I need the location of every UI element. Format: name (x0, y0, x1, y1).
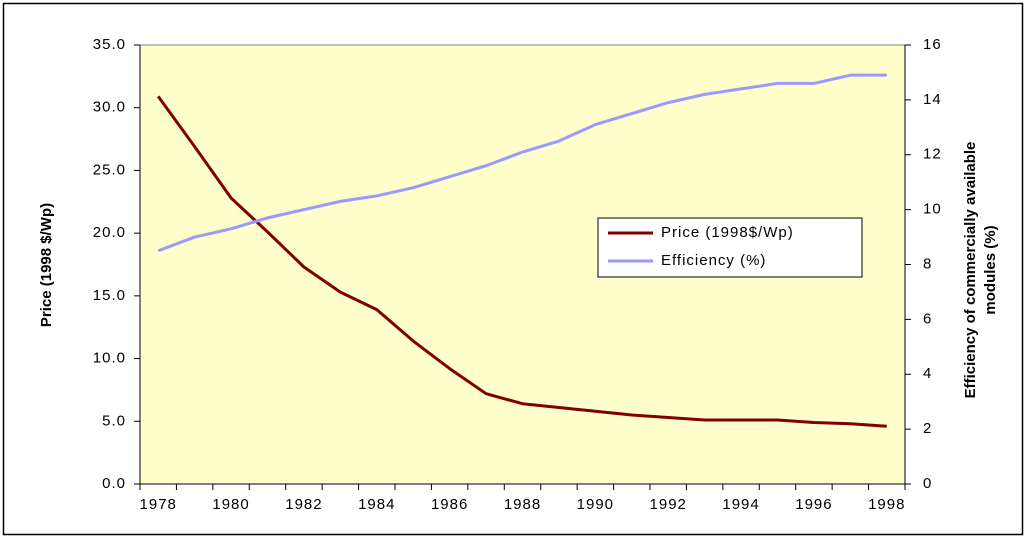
y2-axis-label: Efficiency of commercially available (962, 142, 979, 399)
y2-tick-label: 0 (923, 475, 932, 492)
y2-tick-label: 2 (923, 420, 932, 437)
y2-tick-label: 16 (923, 36, 942, 53)
y2-axis-label: modules (%) (982, 225, 999, 314)
y-tick-label: 15.0 (93, 287, 126, 304)
series-line (157, 73, 887, 253)
x-tick-label: 1988 (504, 496, 541, 513)
legend-label: Price (1998$/Wp) (661, 224, 794, 241)
y2-tick-label: 8 (923, 255, 932, 272)
x-tick-label: 1980 (212, 496, 249, 513)
y2-tick-label: 10 (923, 201, 942, 218)
x-tick-label: 1984 (358, 496, 395, 513)
x-tick-label: 1998 (868, 496, 905, 513)
x-tick-label: 1982 (285, 496, 322, 513)
y-tick-label: 10.0 (93, 350, 126, 367)
y-tick-label: 20.0 (93, 224, 126, 241)
y-tick-label: 0.0 (102, 475, 126, 492)
x-tick-label: 1990 (577, 496, 614, 513)
x-tick-label: 1992 (650, 496, 687, 513)
y-tick-label: 25.0 (93, 161, 126, 178)
legend-box (597, 217, 863, 278)
y-tick-label: 30.0 (93, 99, 126, 116)
y-tick-label: 35.0 (93, 36, 126, 53)
x-tick-label: 1994 (722, 496, 759, 513)
y-tick-label: 5.0 (102, 412, 126, 429)
series-line (157, 95, 887, 428)
x-tick-label: 1996 (795, 496, 832, 513)
x-tick-label: 1978 (140, 496, 177, 513)
x-tick-label: 1986 (431, 496, 468, 513)
y2-tick-label: 12 (923, 146, 942, 163)
legend-label: Efficiency (%) (661, 252, 766, 269)
y-axis-label: Price (1998 $/Wp) (38, 203, 55, 327)
y2-tick-label: 6 (923, 310, 932, 327)
y2-tick-label: 4 (923, 365, 932, 382)
y2-tick-label: 14 (923, 91, 942, 108)
